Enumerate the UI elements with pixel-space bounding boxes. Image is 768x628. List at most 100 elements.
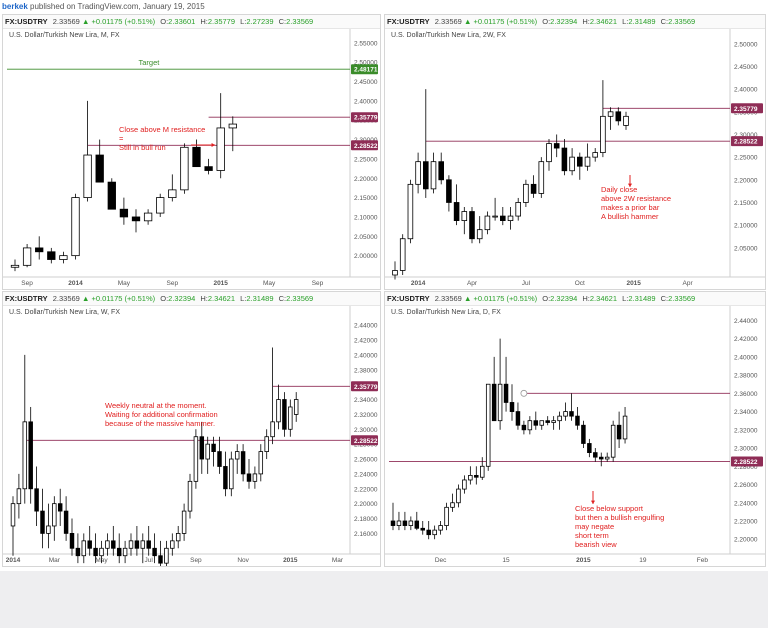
candle[interactable]: [276, 384, 281, 430]
candle[interactable]: [293, 392, 299, 422]
candle[interactable]: [63, 496, 69, 541]
candle[interactable]: [156, 193, 165, 217]
candle[interactable]: [456, 484, 461, 508]
candle[interactable]: [240, 444, 246, 482]
candle[interactable]: [527, 416, 533, 435]
candle[interactable]: [16, 473, 22, 519]
candle[interactable]: [503, 356, 509, 412]
candle[interactable]: [282, 392, 287, 437]
candle[interactable]: [622, 407, 628, 444]
candle[interactable]: [607, 107, 614, 130]
candle[interactable]: [474, 466, 479, 485]
candle[interactable]: [553, 134, 560, 158]
candle[interactable]: [22, 244, 32, 268]
candle[interactable]: [28, 406, 33, 504]
candle[interactable]: [228, 116, 237, 152]
candle[interactable]: [450, 493, 455, 512]
candle[interactable]: [610, 420, 616, 462]
candle[interactable]: [81, 533, 87, 564]
candle[interactable]: [438, 152, 444, 185]
candle[interactable]: [569, 148, 575, 176]
candle[interactable]: [205, 436, 210, 474]
candle[interactable]: [461, 207, 468, 235]
candle[interactable]: [402, 511, 408, 531]
candle[interactable]: [116, 533, 122, 564]
candle[interactable]: [252, 466, 258, 489]
candle[interactable]: [270, 347, 275, 445]
candle[interactable]: [223, 451, 228, 497]
candle[interactable]: [199, 421, 205, 474]
candle[interactable]: [69, 518, 75, 556]
candle[interactable]: [99, 540, 104, 564]
candle[interactable]: [545, 416, 550, 426]
candle[interactable]: [175, 525, 181, 549]
candle[interactable]: [390, 502, 396, 531]
candle[interactable]: [557, 411, 562, 430]
candle[interactable]: [533, 411, 539, 430]
candle[interactable]: [396, 511, 402, 531]
candle[interactable]: [446, 175, 452, 212]
candle[interactable]: [59, 251, 68, 264]
level-anchor-handle[interactable]: [520, 389, 528, 397]
candle[interactable]: [216, 93, 225, 179]
candle[interactable]: [415, 152, 421, 194]
candle[interactable]: [107, 178, 116, 210]
candle[interactable]: [480, 457, 485, 480]
candlestick-chart[interactable]: 2.500002.450002.400002.350002.300002.250…: [385, 29, 765, 289]
candle[interactable]: [211, 436, 216, 467]
candle[interactable]: [584, 143, 591, 171]
candle[interactable]: [615, 107, 622, 126]
candle[interactable]: [288, 399, 293, 437]
candle[interactable]: [468, 466, 473, 485]
candle[interactable]: [164, 540, 169, 566]
candle[interactable]: [75, 533, 81, 564]
candle[interactable]: [158, 540, 163, 566]
candle[interactable]: [258, 444, 264, 482]
candle[interactable]: [83, 100, 92, 202]
candle[interactable]: [22, 354, 28, 504]
candlestick-chart[interactable]: 2.550002.500002.450002.400002.350002.300…: [3, 29, 380, 289]
candle[interactable]: [229, 451, 234, 497]
candle[interactable]: [46, 503, 51, 549]
candle[interactable]: [423, 89, 429, 198]
candle[interactable]: [134, 525, 140, 556]
candle[interactable]: [438, 520, 443, 535]
candle[interactable]: [35, 236, 44, 260]
candle[interactable]: [234, 444, 240, 474]
candlestick-chart[interactable]: 2.440002.420002.400002.380002.360002.340…: [3, 306, 380, 566]
candle[interactable]: [34, 466, 39, 526]
candle[interactable]: [593, 448, 598, 462]
candle[interactable]: [95, 139, 104, 183]
author-link[interactable]: berkek: [2, 2, 28, 11]
candle[interactable]: [453, 184, 460, 226]
candle[interactable]: [623, 111, 629, 130]
candle[interactable]: [599, 452, 604, 467]
candle[interactable]: [444, 502, 449, 531]
candle[interactable]: [408, 516, 414, 531]
candle[interactable]: [616, 411, 622, 449]
candle[interactable]: [523, 179, 529, 207]
candle[interactable]: [485, 383, 491, 471]
candle[interactable]: [140, 533, 146, 564]
candle[interactable]: [93, 533, 98, 564]
candle[interactable]: [491, 356, 497, 422]
candle[interactable]: [592, 148, 598, 162]
candle[interactable]: [587, 438, 592, 458]
candle[interactable]: [500, 207, 506, 226]
candle[interactable]: [392, 261, 398, 280]
candle[interactable]: [71, 193, 80, 260]
candle[interactable]: [264, 429, 269, 460]
candle[interactable]: [131, 209, 141, 233]
candle[interactable]: [530, 175, 537, 198]
candle[interactable]: [414, 511, 420, 531]
candle[interactable]: [52, 496, 57, 541]
candle[interactable]: [563, 402, 568, 421]
candle[interactable]: [217, 436, 222, 474]
candle[interactable]: [476, 216, 483, 244]
candle[interactable]: [420, 520, 425, 535]
candle[interactable]: [168, 174, 177, 202]
candle[interactable]: [600, 80, 606, 158]
candle[interactable]: [119, 197, 129, 225]
candle[interactable]: [146, 525, 151, 556]
candle[interactable]: [47, 247, 56, 264]
